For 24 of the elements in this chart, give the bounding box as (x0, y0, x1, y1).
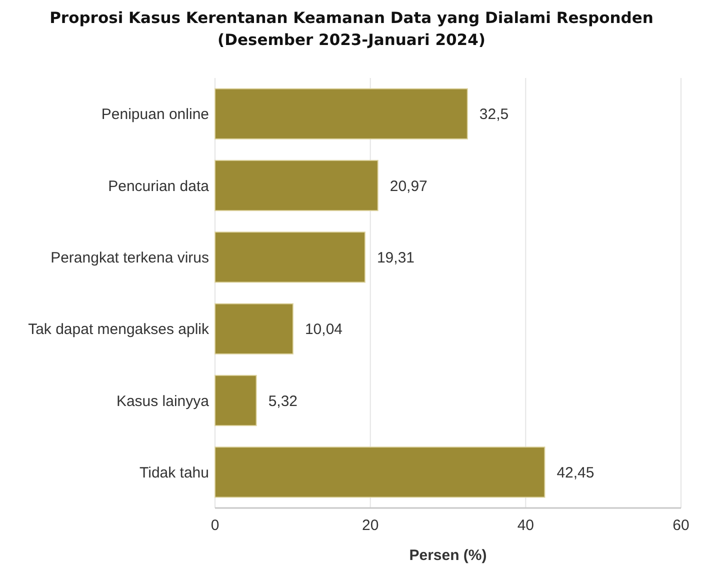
data-label: 20,97 (390, 178, 428, 195)
bar (214, 446, 546, 498)
bar (214, 374, 257, 426)
y-tick-label: Perangkat terkena virus (50, 249, 209, 266)
data-label: 32,5 (479, 106, 509, 124)
data-label: 42,45 (556, 464, 594, 482)
data-label: 19,31 (376, 249, 415, 266)
y-tick-label: Tak dapat mengakses aplik (28, 321, 210, 338)
x-tick-label: 20 (362, 517, 379, 534)
x-axis-title: Persen (%) (409, 547, 487, 564)
y-tick-label: Penipuan online (101, 106, 209, 124)
y-tick-label: Tidak tahu (140, 464, 209, 482)
bar (214, 232, 366, 283)
bar (214, 88, 468, 140)
x-tick-label: 0 (210, 517, 220, 534)
x-tick-label: 60 (672, 517, 690, 534)
bar (214, 160, 378, 212)
y-tick-label: Pencurian data (108, 178, 210, 195)
data-label: 10,04 (304, 321, 343, 338)
data-label: 5,32 (268, 392, 298, 410)
bar (214, 303, 294, 354)
chart-title: Proprosi Kasus Kerentanan Keamanan Data yang Dialami Responden (Desember 2023-Januari 2024) (50, 9, 654, 49)
x-tick-label: 40 (517, 517, 534, 534)
y-tick-label: Kasus lainyya (116, 392, 210, 410)
